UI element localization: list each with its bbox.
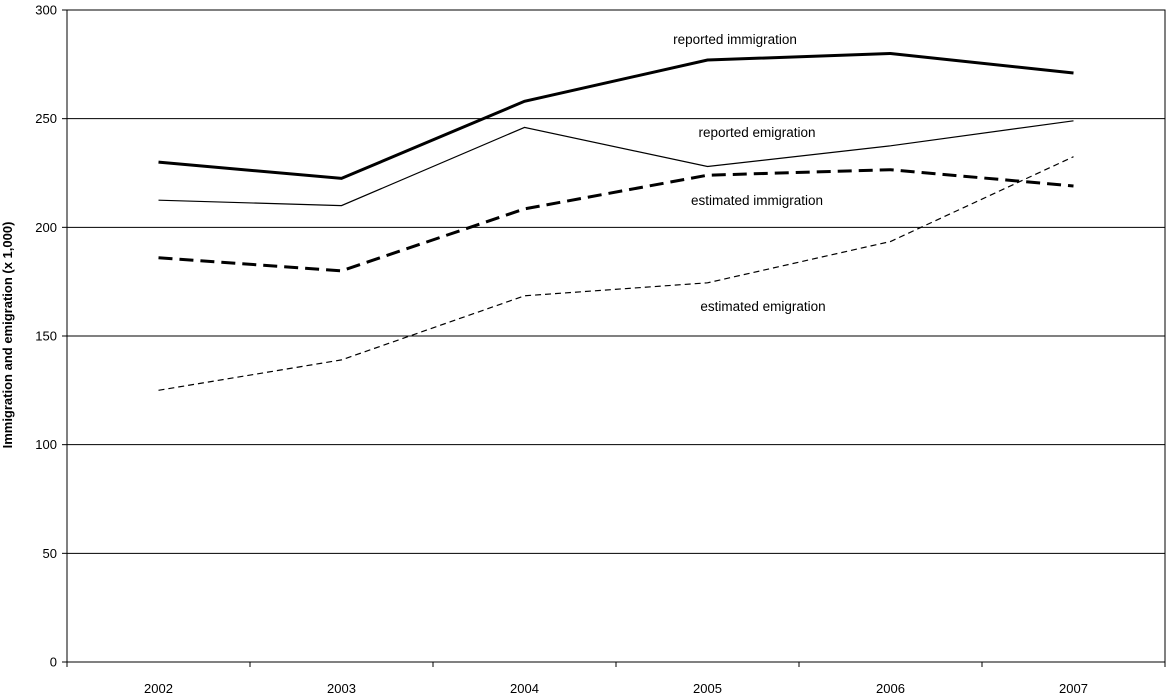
y-tick-label: 300: [35, 3, 57, 18]
x-tick-label: 2005: [693, 681, 722, 696]
series-label: reported immigration: [673, 32, 797, 47]
x-tick-label: 2004: [510, 681, 539, 696]
axes: 0 50 100 150 200 250 300 2002 2003 2004 2005 2006 20…: [35, 3, 1166, 696]
series-line-reported-immigration: [158, 51, 1074, 180]
y-tick-label: 100: [35, 437, 57, 452]
gridlines: [67, 9, 1165, 554]
y-tick-label: 150: [35, 329, 57, 344]
series-line-reported-emigration: [158, 120, 1074, 207]
y-tick-label: 0: [50, 655, 57, 670]
series-lines: [158, 51, 1074, 391]
x-tick-label: 2006: [876, 681, 905, 696]
y-tick-label: 200: [35, 220, 57, 235]
y-axis-title: Immigration and emigration (x 1,000): [0, 222, 15, 449]
series-labels: reported immigration reported emigration e…: [673, 32, 826, 314]
series-label: estimated immigration: [691, 193, 823, 208]
x-tick-label: 2002: [144, 681, 173, 696]
series-label: reported emigration: [698, 125, 815, 140]
series-line-estimated-immigration: [158, 168, 1074, 273]
x-tick-label: 2007: [1059, 681, 1088, 696]
series-label: estimated emigration: [700, 299, 825, 314]
y-tick-label: 250: [35, 111, 57, 126]
y-tick-label: 50: [43, 546, 57, 561]
x-tick-label: 2003: [327, 681, 356, 696]
series-line-estimated-emigration: [158, 156, 1074, 391]
